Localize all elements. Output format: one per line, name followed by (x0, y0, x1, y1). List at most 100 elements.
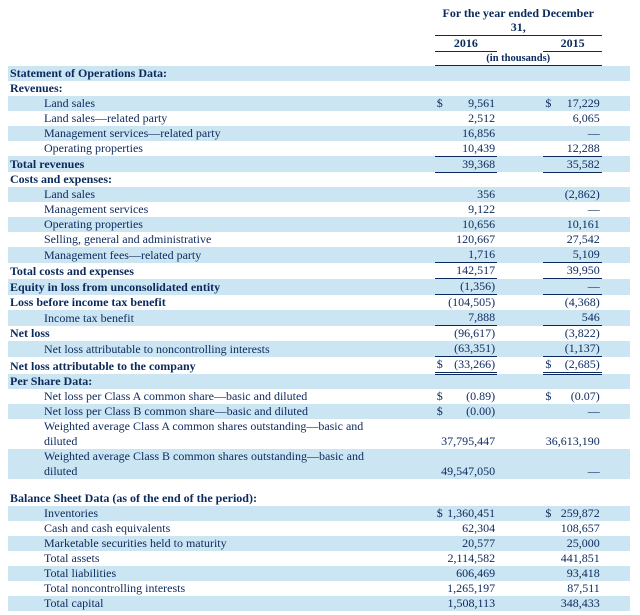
value-2016: 2,114,582 (435, 551, 497, 566)
row-label: Balance Sheet Data (as of the end of the… (10, 490, 257, 505)
dollar-sign: $ (436, 357, 443, 371)
value-2015: (3,822) (543, 326, 601, 342)
column-gap (497, 263, 543, 279)
row-label: Net loss attributable to the company (10, 358, 196, 373)
row-label: Cash and cash equivalents (44, 520, 171, 535)
row-end-pad (601, 247, 630, 263)
value-2015: 35,582 (543, 156, 602, 173)
table-row: Weighted average Class A common shares o… (8, 419, 630, 449)
table-row: Weighted average Class B common shares o… (8, 448, 630, 479)
column-gap (497, 111, 543, 126)
column-gap (497, 141, 543, 157)
value-2015: 12,288 (543, 140, 602, 157)
value-2016: (104,505) (435, 295, 497, 311)
header-spacer (8, 36, 435, 52)
dollar-sign: $ (436, 95, 443, 110)
row-label: Operating properties (44, 141, 143, 155)
value-2015: 10,161 (543, 217, 602, 232)
row-label: Net loss per Class B common share—basic … (8, 403, 435, 419)
header-period-row: For the year ended December 31, (8, 6, 630, 36)
amount: 2,114,582 (447, 550, 496, 565)
amount: 10,656 (462, 217, 496, 231)
amount: 6,065 (572, 110, 600, 125)
row-end-pad (601, 595, 630, 611)
value-2016: $9,561 (434, 95, 498, 111)
table-row: Net loss (96,617) (3,822) (8, 326, 630, 342)
financial-data-table: For the year ended December 31, 2016 201… (8, 6, 630, 611)
amount: 9,561 (468, 95, 496, 110)
row-label: Total revenues (8, 156, 435, 172)
value-2015: (2,862) (543, 187, 602, 202)
value-2015: — (543, 403, 602, 419)
dollar-sign: $ (545, 505, 552, 520)
column-gap (497, 217, 544, 232)
value-2016 (435, 172, 497, 187)
table-row: Balance Sheet Data (as of the end of the… (8, 491, 630, 506)
amount: 10,439 (462, 140, 496, 155)
value-2016: 37,795,447 (435, 419, 497, 449)
dollar-sign: $ (545, 357, 552, 371)
column-gap (497, 448, 544, 479)
amount: — (587, 202, 600, 216)
value-2016: 20,577 (434, 535, 498, 551)
amount: 108,657 (560, 520, 600, 535)
row-end-pad (601, 373, 630, 389)
row-label: Net loss per Class A common share—basic … (44, 388, 308, 403)
table-row: Land sales $9,561 $17,229 (8, 95, 630, 111)
table-row: Equity in loss from unconsolidated entit… (8, 278, 630, 295)
row-end-pad (601, 125, 630, 141)
column-gap (497, 81, 543, 96)
table-row: Inventories $1,360,451 $259,872 (8, 505, 630, 521)
value-2016 (435, 491, 497, 506)
amount: (63,351) (454, 341, 496, 355)
row-label: Management services—related party (8, 125, 435, 141)
amount: 39,368 (462, 156, 496, 171)
amount: 2,512 (468, 110, 496, 125)
table-row: Selling, general and administrative 120,6… (8, 232, 630, 247)
header-spacer (602, 6, 630, 36)
value-2016: $ (0.00) (434, 403, 498, 419)
row-label: Selling, general and administrative (44, 232, 212, 246)
column-gap (497, 419, 543, 449)
row-label: Net loss attributable to noncontrolling … (8, 341, 435, 357)
amount: 606,469 (456, 565, 496, 580)
value-2016: 7,888 (434, 310, 498, 326)
table-row: Management services—related party 16,856 — (8, 125, 630, 141)
row-end-pad (601, 341, 630, 357)
column-gap (497, 247, 544, 263)
amount: 62,304 (462, 520, 496, 535)
amount: 20,577 (462, 535, 496, 550)
amount: 7,888 (468, 310, 496, 324)
row-label: Management fees—related party (8, 247, 435, 263)
amount: 27,542 (566, 232, 600, 246)
row-label: Income tax benefit (8, 310, 435, 326)
table-row: Land sales—related party 2,512 6,065 (8, 111, 630, 126)
column-gap (497, 565, 544, 581)
table-row: Net loss per Class A common share—basic … (8, 389, 630, 404)
row-label: Total liabilities (8, 565, 435, 581)
value-2016: 120,667 (435, 232, 497, 247)
value-2016: 1,716 (434, 247, 498, 263)
column-gap (497, 125, 544, 141)
column-gap (497, 551, 543, 566)
value-2016: 1,265,197 (435, 581, 497, 596)
period-header: For the year ended December 31, (434, 6, 602, 36)
value-2016: 1,508,113 (434, 595, 498, 611)
value-2015: 6,065 (543, 111, 601, 126)
value-2015: 5,109 (543, 247, 602, 263)
amount: (3,822) (564, 326, 600, 340)
value-2015: 27,542 (543, 232, 601, 247)
value-2016: 2,512 (435, 111, 497, 126)
value-2015: $17,229 (543, 95, 602, 111)
value-2015: $ (2,685) (543, 356, 602, 375)
value-2015: 108,657 (543, 521, 601, 536)
value-2016: 10,656 (434, 217, 498, 232)
table-row: Marketable securities held to maturity 20… (8, 535, 630, 551)
amount: 36,613,190 (545, 433, 600, 448)
amount: 16,856 (462, 125, 496, 140)
table-body: Statement of Operations Data: Revenues: La… (8, 65, 630, 611)
spacer-row (8, 478, 630, 491)
table-row: Management services 9,122 — (8, 202, 630, 217)
column-gap (497, 595, 544, 611)
row-end-pad (602, 551, 630, 566)
